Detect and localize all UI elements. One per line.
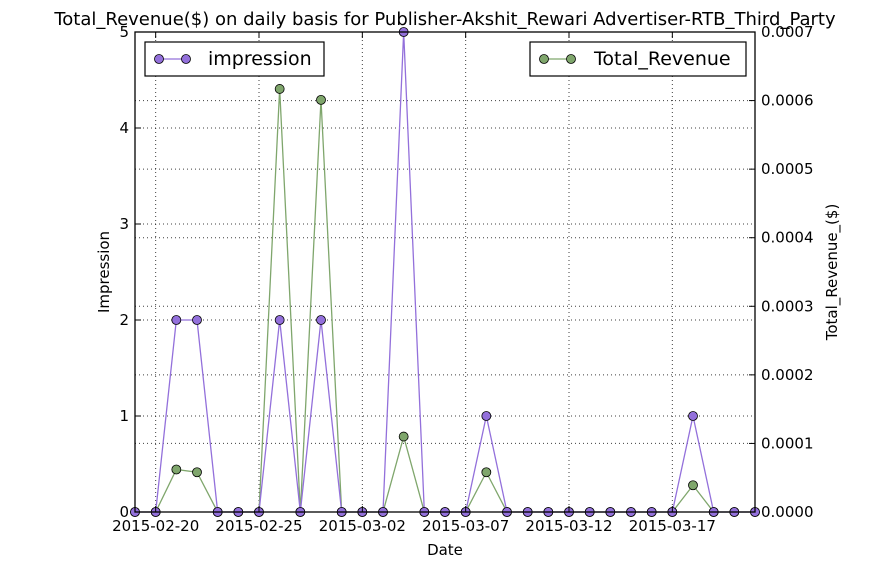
y2-tick-label: 0.0002 <box>761 366 814 384</box>
legend-impression-label: impression <box>208 48 312 70</box>
x-tick-label: 2015-03-02 <box>319 517 406 535</box>
y2-tick-label: 0.0007 <box>761 23 814 41</box>
y2-axis-label: Total_Revenue_($) <box>823 204 842 342</box>
x-tick-label: 2015-03-17 <box>629 517 716 535</box>
legend-impression-marker-2 <box>181 54 191 64</box>
data-point-impression <box>171 315 182 325</box>
y-tick-label: 2 <box>119 311 129 329</box>
data-point-total-revenue <box>192 467 202 478</box>
x-tick-label: 2015-02-20 <box>112 517 199 535</box>
data-point-impression <box>192 315 202 325</box>
plot-frame <box>134 31 756 513</box>
data-point-total-revenue <box>398 431 409 442</box>
x-tick-label: 2015-03-12 <box>525 517 612 535</box>
data-point-total-revenue <box>171 464 182 475</box>
y2-tick-label: 0.0001 <box>761 434 814 452</box>
legend-total-revenue-marker-1 <box>539 54 549 64</box>
legend-total-revenue: Total_Revenue <box>529 41 747 77</box>
y-tick-label: 4 <box>119 119 129 137</box>
y-tick-label: 1 <box>119 407 129 425</box>
y2-tick-label: 0.0000 <box>761 503 814 521</box>
data-point-impression <box>274 315 285 325</box>
chart-title: Total_Revenue($) on daily basis for Publ… <box>53 9 836 30</box>
legend-impression-marker-1 <box>154 54 164 64</box>
legend-total-revenue-label: Total_Revenue <box>593 48 731 70</box>
y-tick-label: 5 <box>119 23 129 41</box>
y2-tick-label: 0.0006 <box>761 92 814 110</box>
x-tick-label: 2015-02-25 <box>215 517 302 535</box>
x-axis-label: Date <box>427 541 463 559</box>
legend-total-revenue-marker-2 <box>566 54 576 64</box>
y2-tick-label: 0.0003 <box>761 297 814 315</box>
y2-tick-label: 0.0004 <box>761 229 814 247</box>
data-point-impression <box>481 411 492 421</box>
y-tick-label: 0 <box>119 503 129 521</box>
y-tick-label: 3 <box>119 215 129 233</box>
data-point-total-revenue <box>481 467 492 478</box>
y2-tick-label: 0.0005 <box>761 160 814 178</box>
data-point-total-revenue <box>274 84 285 94</box>
data-point-impression <box>316 315 326 325</box>
legend-impression: impression <box>144 41 325 77</box>
ticks-layer: 2015-02-20 2015-02-25 2015-03-02 2015-03-07… <box>112 23 813 535</box>
y-axis-label: Impression <box>95 231 113 313</box>
data-point-total-revenue <box>316 94 326 105</box>
data-point-total-revenue <box>688 480 698 491</box>
x-tick-label: 2015-03-07 <box>422 517 509 535</box>
data-point-impression <box>688 411 698 421</box>
